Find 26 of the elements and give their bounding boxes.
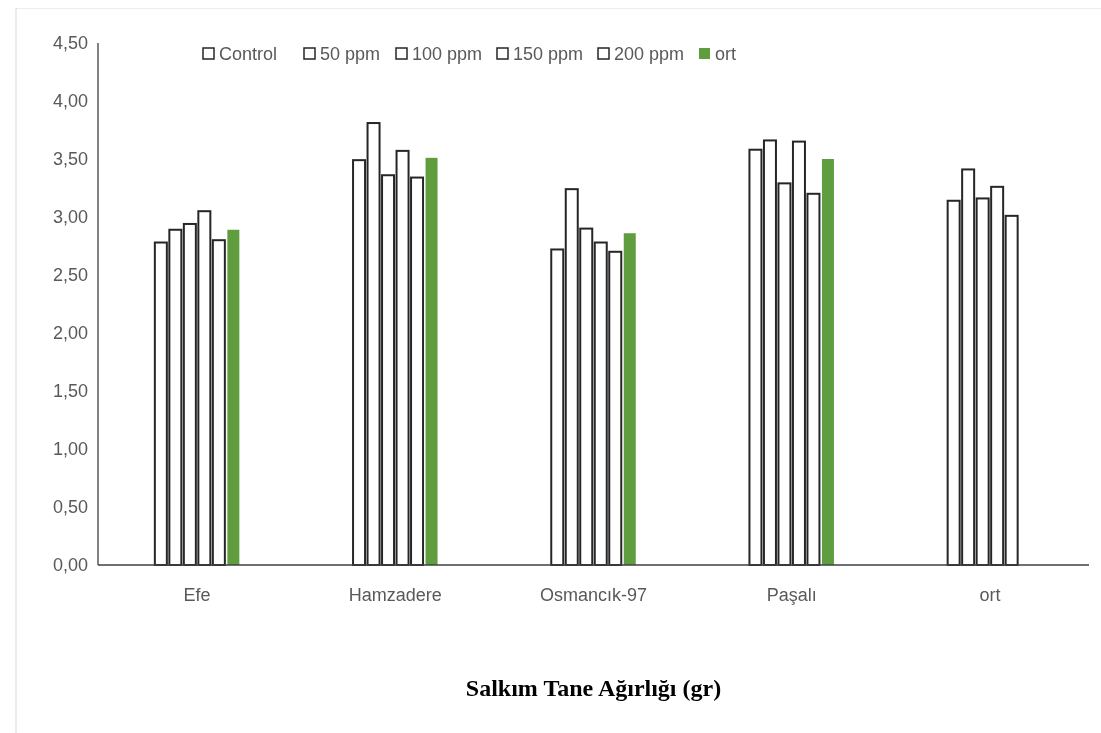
y-tick-label: 2,00 [52,323,88,344]
y-tick-label: 4,50 [52,33,88,54]
x-tick-label: Efe [183,585,211,605]
y-tick-label: 3,50 [52,149,88,170]
y-tick-label: 4,00 [52,91,88,112]
y-tick-label: 2,50 [52,265,88,286]
bar [227,229,240,565]
x-tick-label: Paşalı [766,585,817,605]
legend-label: 150 ppm [513,44,584,65]
x-tick-label: ort [979,585,1001,605]
legend-label: Control [219,44,278,65]
y-tick-label: 1,00 [52,439,88,460]
x-tick-label: Osmancık-97 [539,585,648,605]
legend-label: 200 ppm [614,44,685,65]
y-tick-label: 0,00 [52,555,88,576]
legend-label: 50 ppm [320,44,381,65]
bar [425,157,438,565]
bar [821,159,834,565]
x-tick-label: Hamzadere [348,585,442,605]
bar [623,233,636,565]
legend-label: ort [715,44,737,65]
y-tick-label: 0,50 [52,497,88,518]
y-tick-label: 3,00 [52,207,88,228]
legend-label: 100 ppm [412,44,483,65]
text: Salkım Tane Ağırlığı (gr) [465,675,722,701]
y-tick-label: 1,50 [52,381,88,402]
